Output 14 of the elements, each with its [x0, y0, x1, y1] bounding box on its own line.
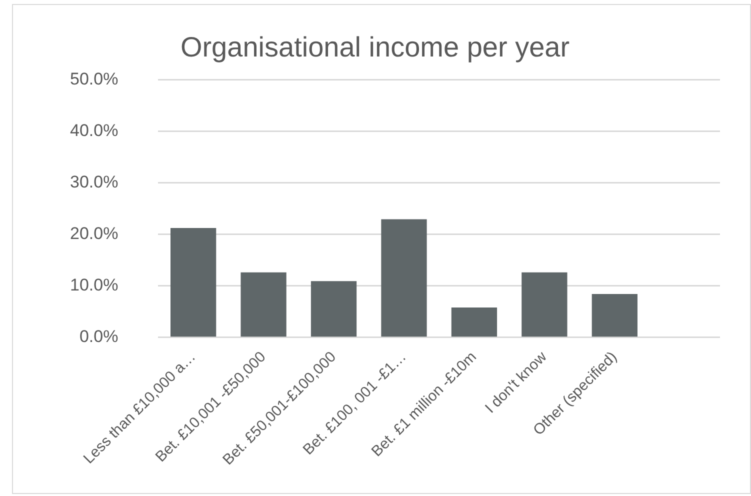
y-tick-label: 30.0%: [70, 172, 118, 192]
bar: [592, 294, 638, 337]
bar: [310, 281, 357, 337]
bar: [522, 272, 568, 337]
y-tick-label: 40.0%: [70, 120, 118, 140]
y-tick-label: 20.0%: [70, 224, 118, 243]
bar: [170, 228, 216, 337]
y-tick-label: 50.0%: [70, 69, 118, 88]
bar: [451, 307, 498, 337]
bar: [240, 272, 286, 337]
chart-title: Organisational income per year: [180, 32, 570, 63]
y-tick-label: 0.0%: [79, 327, 118, 346]
y-tick-label: 10.0%: [70, 275, 118, 294]
bar: [381, 219, 427, 337]
